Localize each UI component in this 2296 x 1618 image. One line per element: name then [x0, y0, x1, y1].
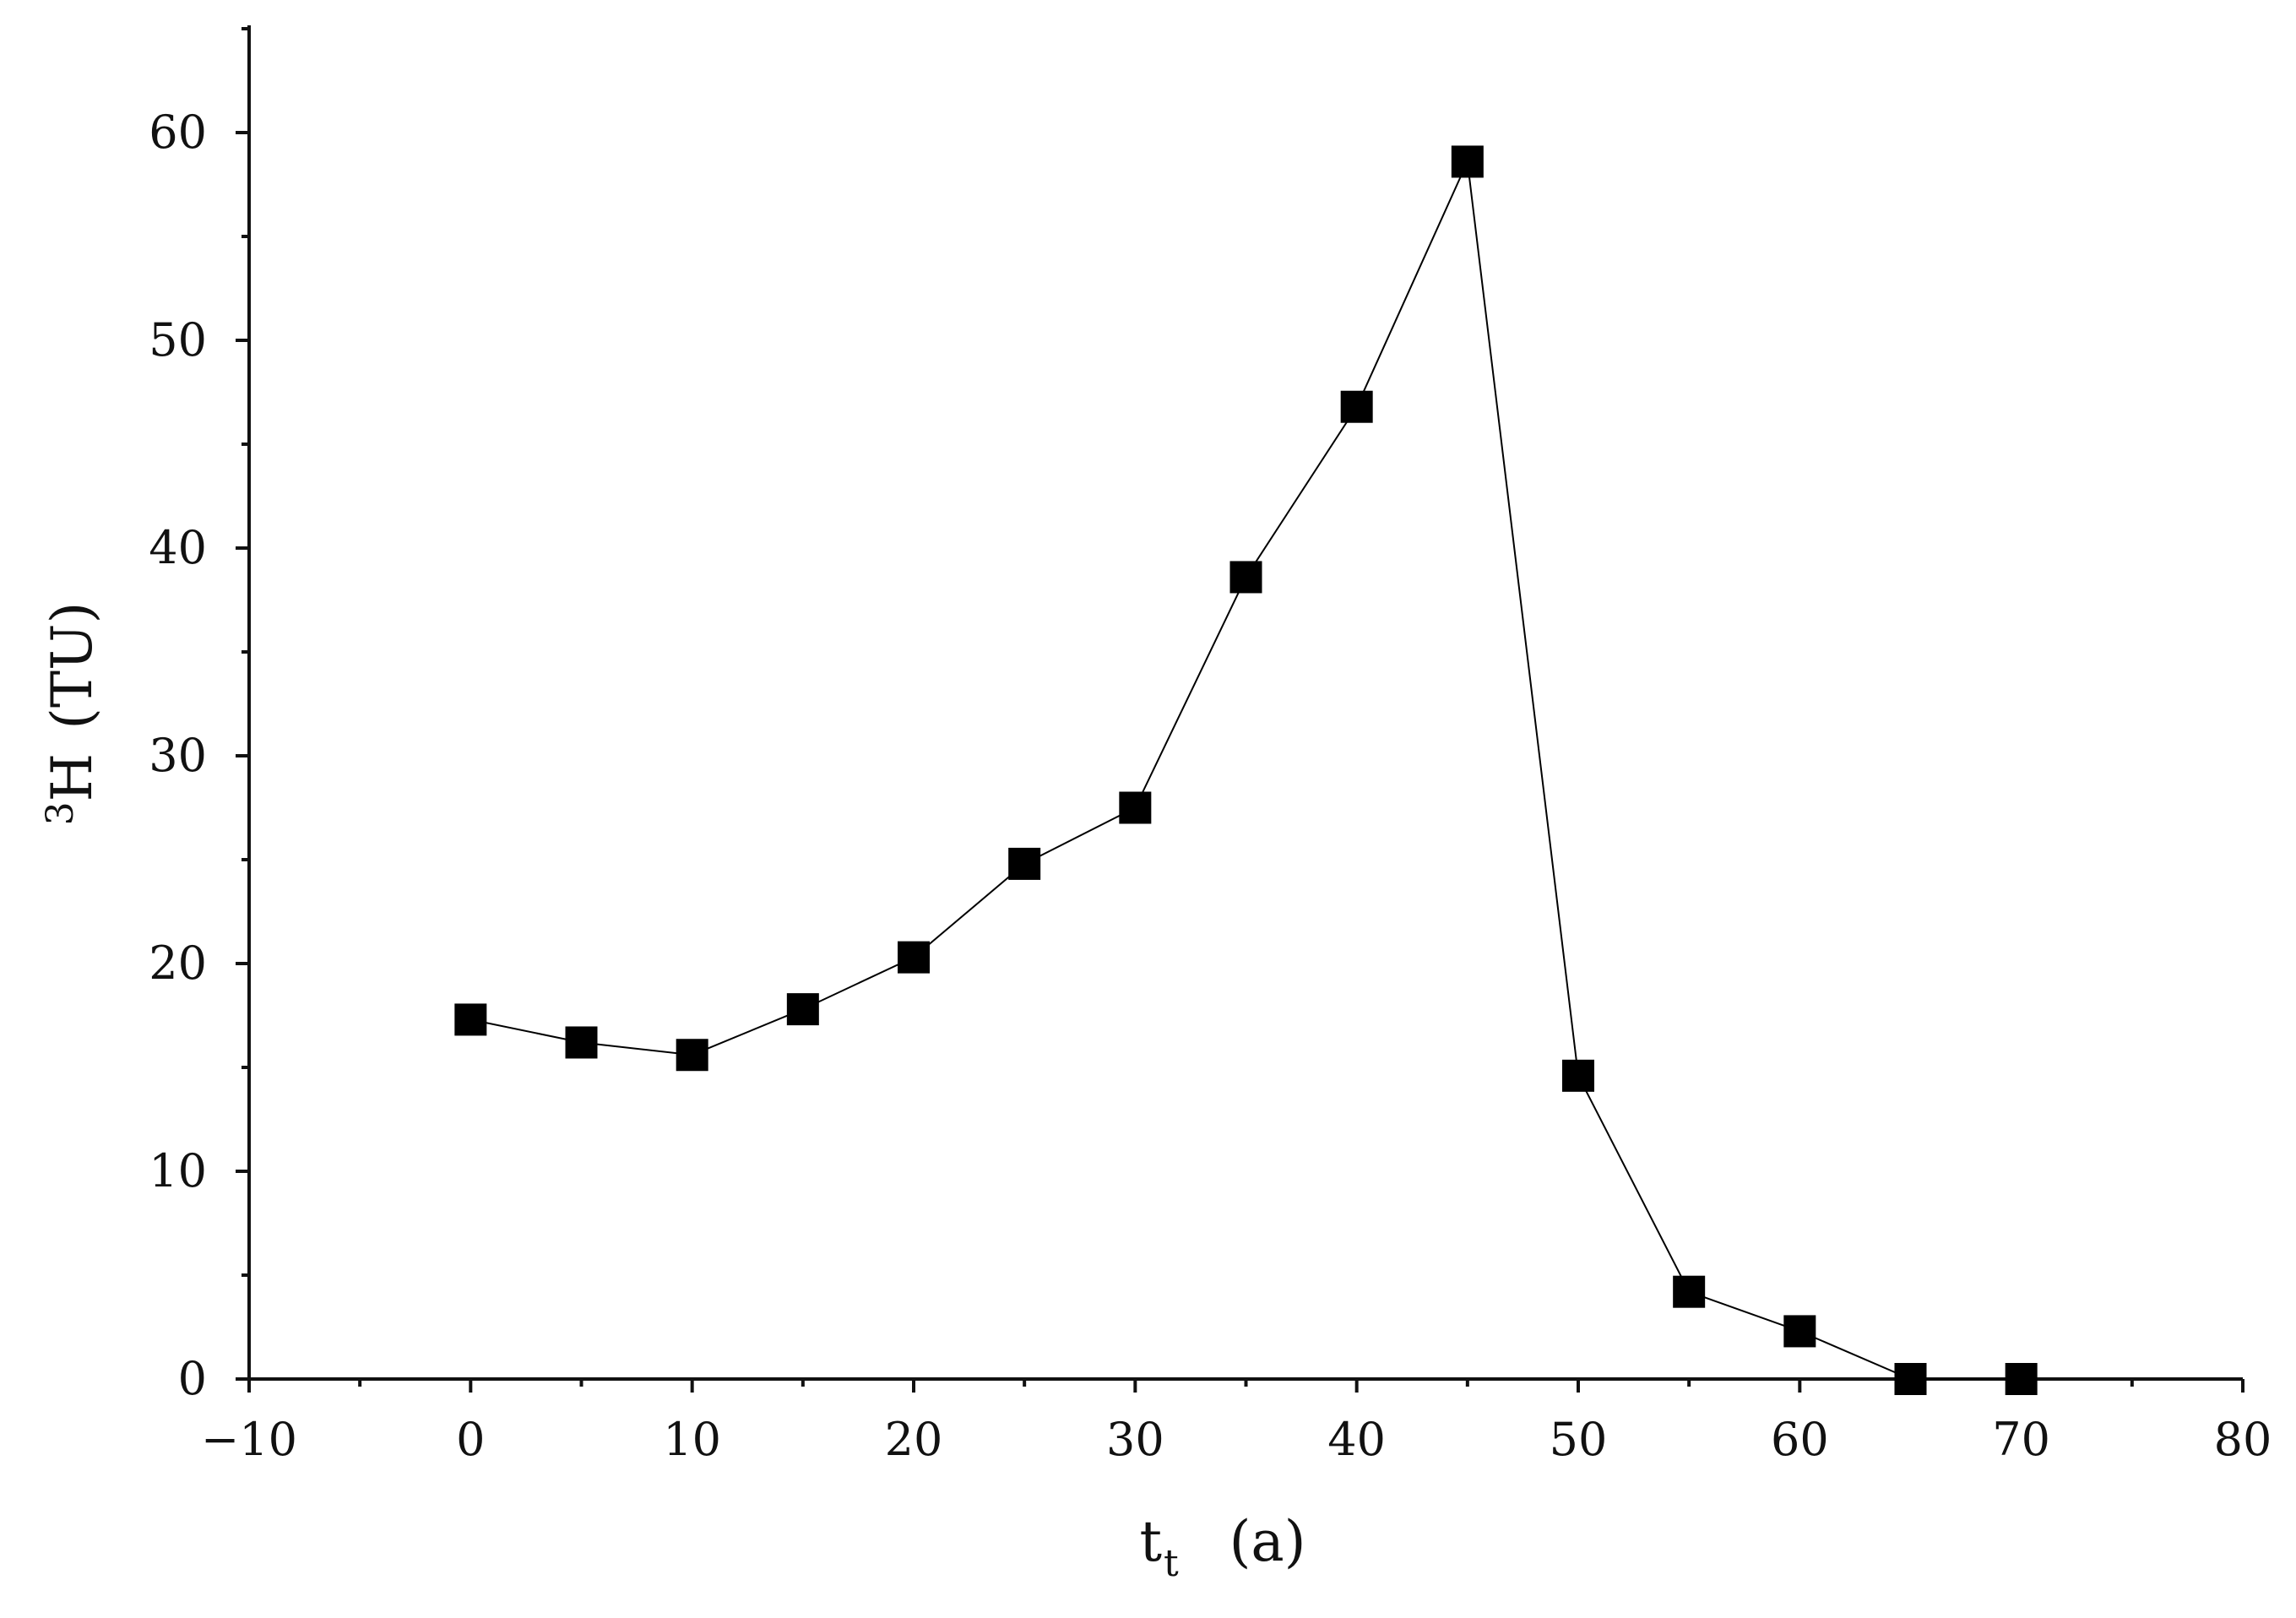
data-point	[565, 1026, 598, 1059]
x-axis-title-sub: t	[1164, 1542, 1179, 1585]
data-point	[1451, 145, 1484, 178]
data-point	[1008, 847, 1041, 880]
data-point	[1894, 1363, 1927, 1395]
y-tick-label: 40	[149, 521, 207, 574]
data-point	[1340, 390, 1373, 423]
y-axis-title-sup: 3	[39, 801, 82, 825]
data-point	[898, 941, 930, 974]
y-axis-title-unit: (TU)	[40, 602, 105, 730]
data-point	[1229, 561, 1262, 594]
x-tick-label: 70	[1992, 1413, 2050, 1466]
x-tick-label: −10	[201, 1413, 297, 1466]
data-point	[676, 1039, 708, 1072]
x-tick-label: 50	[1550, 1413, 1608, 1466]
x-tick-label: 60	[1771, 1413, 1829, 1466]
y-axis-title-main: H	[40, 753, 105, 802]
x-tick-label: 40	[1327, 1413, 1386, 1466]
data-point	[1562, 1059, 1594, 1092]
data-point	[786, 993, 819, 1026]
data-point	[1119, 791, 1152, 824]
y-tick-label: 0	[178, 1352, 207, 1405]
data-point	[1673, 1275, 1706, 1308]
y-tick-label: 30	[149, 729, 207, 782]
y-axis-title: 3H (TU)	[39, 602, 105, 826]
data-point	[1783, 1315, 1816, 1348]
data-point	[454, 1003, 487, 1036]
x-axis-title: tt (a)	[1139, 1509, 1305, 1585]
data-point	[2005, 1363, 2038, 1395]
axes: −10 0 10 20 30 40 50 60 70 80 0 10 20 30 40 50 60	[149, 25, 2272, 1466]
y-tick-label: 10	[149, 1144, 207, 1197]
x-tick-label: 30	[1106, 1413, 1164, 1466]
x-tick-label: 20	[885, 1413, 943, 1466]
x-tick-label: 0	[456, 1413, 485, 1466]
y-tick-label: 50	[149, 313, 207, 366]
axis-labels: tt (a) 3H (TU)	[39, 602, 1306, 1585]
y-tick-label: 20	[149, 937, 207, 990]
x-axis-title-main: t	[1139, 1509, 1162, 1574]
y-tick-label: 60	[149, 106, 207, 159]
x-tick-label: 10	[663, 1413, 721, 1466]
series-line	[470, 158, 2022, 1380]
x-tick-label: 80	[2214, 1413, 2272, 1466]
x-axis-title-unit: (a)	[1229, 1509, 1306, 1574]
series-layer	[454, 145, 2038, 1395]
